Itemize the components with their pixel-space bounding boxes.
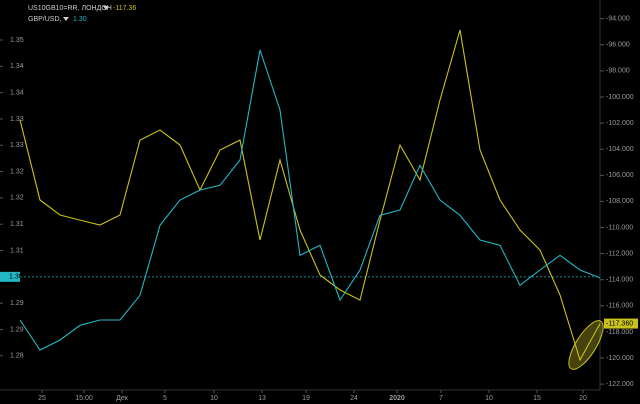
current-value-marker bbox=[604, 318, 638, 329]
x-tick-label: 25 bbox=[38, 395, 46, 402]
y-tick-label: 1.28 bbox=[10, 353, 24, 360]
x-tick-label: 7 bbox=[439, 395, 443, 402]
x-tick-label: 10 bbox=[210, 395, 218, 402]
y2-tick-label: -102.000 bbox=[606, 120, 634, 127]
y-tick-label: 1.34 bbox=[10, 63, 24, 70]
y-tick-label: 1.35 bbox=[10, 37, 24, 44]
current-value-marker bbox=[0, 271, 20, 282]
x-tick-label: 20 bbox=[579, 395, 587, 402]
legend: US10GB10=RR, ЛОНДОН -117.36 GBP/USD, 1.3… bbox=[28, 5, 136, 23]
y-tick-label: 1.29 bbox=[10, 300, 24, 307]
x-tick-label: 19 bbox=[302, 395, 310, 402]
y2-tick-label: -118.000 bbox=[606, 329, 633, 336]
dropdown-icon[interactable] bbox=[103, 6, 109, 10]
y2-tick-label: -100.000 bbox=[606, 94, 634, 101]
x-tick-label: 2020 bbox=[389, 395, 405, 402]
y-tick-label: 1.33 bbox=[10, 142, 24, 149]
x-tick-label: 13 bbox=[258, 395, 266, 402]
x-tick-label: 5 bbox=[163, 395, 167, 402]
y-tick-label: 1.33 bbox=[10, 116, 24, 123]
legend-value: -117.36 bbox=[113, 5, 136, 12]
y2-tick-label: -120.000 bbox=[606, 355, 634, 362]
legend-label: US10GB10=RR, ЛОНДОН bbox=[28, 5, 112, 12]
y2-tick-label: -94.000 bbox=[606, 16, 630, 23]
dropdown-icon[interactable] bbox=[63, 17, 69, 21]
y2-tick-label: -116.000 bbox=[606, 303, 633, 310]
series-line bbox=[19, 49, 601, 351]
y2-tick-label: -104.000 bbox=[606, 146, 634, 153]
y-tick-label: 1.29 bbox=[10, 326, 24, 333]
x-tick-label: Дек bbox=[116, 395, 129, 402]
y-tick-label: 1.32 bbox=[10, 168, 24, 175]
current-value-label: 1.30 bbox=[9, 274, 23, 281]
y-tick-label: 1.34 bbox=[10, 89, 24, 96]
legend-label: GBP/USD, bbox=[28, 16, 62, 23]
y-tick-label: 1.31 bbox=[10, 221, 24, 228]
legend-value: 1.30 bbox=[73, 16, 87, 23]
y2-tick-label: -106.000 bbox=[606, 172, 634, 179]
y2-tick-label: -110.000 bbox=[606, 224, 633, 231]
current-value-label: -117.360 bbox=[606, 320, 633, 327]
x-tick-label: 24 bbox=[350, 395, 358, 402]
y2-tick-label: -114.000 bbox=[606, 277, 633, 284]
x-tick-label: 15 bbox=[533, 395, 541, 402]
series-line bbox=[19, 29, 601, 362]
y2-tick-label: -96.000 bbox=[606, 42, 630, 49]
y2-tick-label: -122.000 bbox=[606, 381, 634, 388]
y2-tick-label: -112.000 bbox=[606, 250, 633, 257]
y-tick-label: 1.31 bbox=[10, 247, 24, 254]
y2-tick-label: -98.000 bbox=[606, 68, 630, 75]
x-tick-label: 15:00 bbox=[75, 395, 93, 402]
y-tick-label: 1.32 bbox=[10, 195, 24, 202]
y2-tick-label: -108.000 bbox=[606, 198, 634, 205]
x-tick-label: 10 bbox=[485, 395, 493, 402]
